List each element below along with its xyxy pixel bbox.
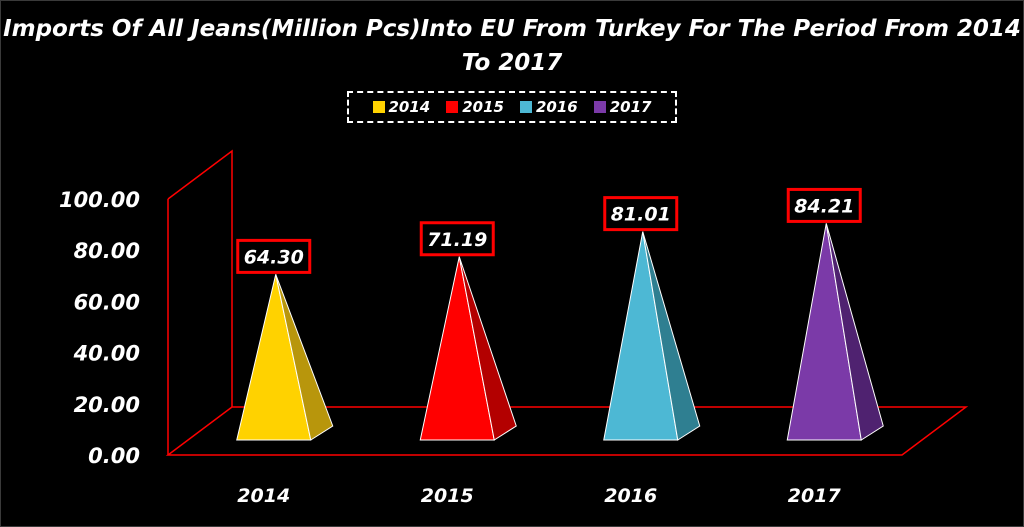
data-label: 64.30 xyxy=(244,246,304,268)
legend-label-2017: 2017 xyxy=(609,98,652,116)
x-tick-label: 2016 xyxy=(604,485,657,507)
chart-title: Imports Of All Jeans(Million Pcs)Into EU… xyxy=(3,16,1021,76)
data-label-box xyxy=(419,221,495,257)
pyramid-2015 xyxy=(419,256,517,441)
legend: 2014 2015 2016 2017 xyxy=(347,91,677,123)
pyramid-2017 xyxy=(786,223,884,441)
y-tick-label: 80.00 xyxy=(74,239,140,263)
legend-item-2016: 2016 xyxy=(520,98,578,116)
pyramid-2014 xyxy=(236,274,334,441)
legend-item-2015: 2015 xyxy=(446,98,504,116)
legend-swatch-2014 xyxy=(372,101,385,113)
legend-label-2016: 2016 xyxy=(536,98,578,116)
data-label: 84.21 xyxy=(794,195,854,217)
y-tick-label: 0.00 xyxy=(88,444,140,468)
y-tick-label: 60.00 xyxy=(74,290,140,314)
y-tick-label: 40.00 xyxy=(73,342,140,366)
y-tick-label: 20.00 xyxy=(74,393,140,417)
legend-label-2015: 2015 xyxy=(462,98,504,116)
pyramid-side-face xyxy=(825,223,884,441)
legend-item-2017: 2017 xyxy=(593,98,652,116)
pyramid-side-face xyxy=(275,274,334,441)
back-wall-edge xyxy=(167,149,233,407)
data-label-box xyxy=(786,187,862,223)
legend-label-2014: 2014 xyxy=(388,98,431,116)
legend-swatch-2016 xyxy=(520,101,532,113)
floor-outline xyxy=(165,406,969,456)
pyramid-side-face xyxy=(642,231,701,441)
data-label-box xyxy=(603,196,679,232)
pyramid-side-face xyxy=(458,256,517,441)
x-tick-label: 2015 xyxy=(421,485,474,507)
y-tick-label: 100.00 xyxy=(59,188,140,212)
pyramid-2016 xyxy=(603,231,701,441)
data-label: 81.01 xyxy=(611,204,671,226)
legend-swatch-2015 xyxy=(446,101,459,113)
data-label-box xyxy=(236,238,312,274)
data-label: 71.19 xyxy=(427,229,487,251)
legend-swatch-2017 xyxy=(593,101,606,113)
x-tick-label: 2017 xyxy=(788,485,842,507)
legend-item-2014: 2014 xyxy=(372,98,431,116)
x-tick-label: 2014 xyxy=(237,485,290,507)
